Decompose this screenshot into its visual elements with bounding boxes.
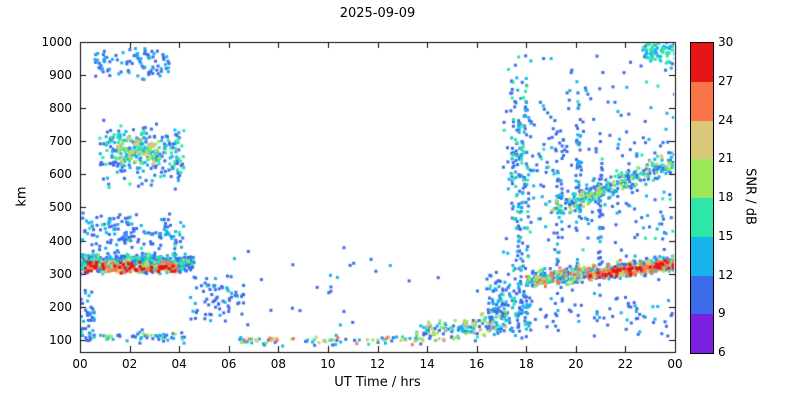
x-tick-label: 00 <box>667 357 683 371</box>
colorbar <box>690 42 714 354</box>
x-tick-label: 16 <box>469 357 485 371</box>
colorbar-tick-label: 30 <box>718 35 734 49</box>
y-tick-label: 500 <box>49 200 72 215</box>
x-tick-label: 06 <box>221 357 237 371</box>
colorbar-tick-label: 18 <box>718 190 734 204</box>
y-tick-label: 300 <box>49 266 72 281</box>
x-tick-label: 22 <box>617 357 634 371</box>
colorbar-segment <box>691 43 713 82</box>
y-tick-label: 100 <box>49 332 72 347</box>
y-tick-label: 200 <box>49 299 72 314</box>
x-tick-label: 20 <box>568 357 584 371</box>
y-axis-label: km <box>14 186 30 207</box>
colorbar-tick-label: 27 <box>718 73 734 88</box>
colorbar-tick-label: 9 <box>718 306 726 321</box>
colorbar-segment <box>691 275 713 315</box>
y-tick-label: 900 <box>49 68 72 83</box>
y-tick-label: 700 <box>49 134 72 149</box>
x-axis-label: UT Time / hrs <box>334 375 421 390</box>
colorbar-tick-label: 12 <box>718 267 734 282</box>
colorbar-tick-label: 15 <box>718 228 734 243</box>
colorbar-segment <box>691 198 713 237</box>
colorbar-tick-label: 24 <box>718 112 734 127</box>
chart-title: 2025-09-09 <box>339 6 416 21</box>
y-tick-label: 600 <box>49 167 72 182</box>
colorbar-segment <box>691 236 713 276</box>
x-tick-label: 10 <box>320 357 336 371</box>
y-tick-label: 1000 <box>41 35 72 49</box>
x-tick-label: 18 <box>518 357 534 371</box>
x-tick-label: 04 <box>171 357 187 371</box>
y-tick-label: 400 <box>49 233 72 248</box>
x-tick-label: 02 <box>121 357 138 371</box>
colorbar-segment <box>691 314 713 353</box>
colorbar-segment <box>691 81 713 121</box>
x-tick-label: 00 <box>72 357 88 371</box>
colorbar-segment <box>691 120 713 160</box>
x-tick-label: 14 <box>419 357 435 371</box>
y-tick-label: 800 <box>49 101 72 116</box>
x-tick-label: 12 <box>369 357 386 371</box>
colorbar-tick-label: 6 <box>718 345 726 359</box>
colorbar-segment <box>691 159 713 198</box>
colorbar-tick-label: 21 <box>718 151 734 166</box>
x-tick-label: 08 <box>270 357 286 371</box>
